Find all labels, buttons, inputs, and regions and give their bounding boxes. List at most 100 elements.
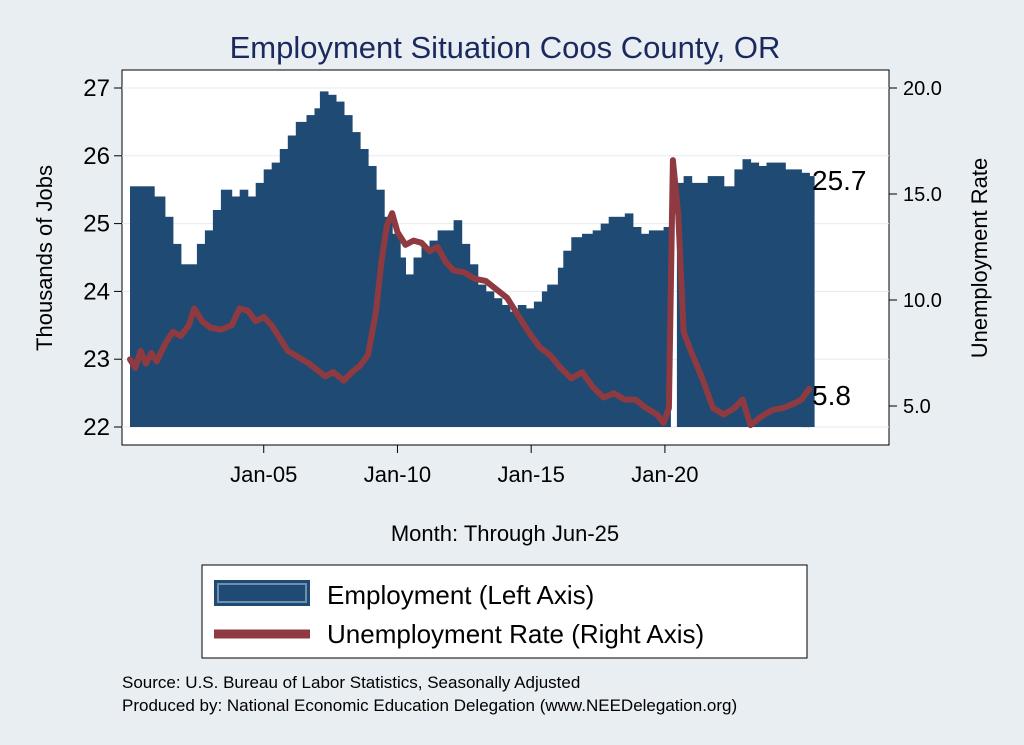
employment-bar	[640, 233, 650, 427]
employment-bar	[616, 216, 626, 427]
chart-title: Employment Situation Coos County, OR	[230, 30, 781, 65]
employment-bar	[509, 311, 519, 427]
y-left-tick-label: 22	[83, 414, 110, 441]
employment-bar	[801, 172, 810, 428]
employment-bar	[533, 301, 543, 427]
employment-bar	[335, 101, 345, 427]
employment-bar	[453, 220, 463, 427]
employment-bar	[608, 216, 618, 427]
employment-bar	[352, 132, 361, 427]
employment-bar	[461, 243, 471, 427]
employment-bar	[188, 264, 198, 427]
employment-bar	[592, 230, 602, 427]
employment-bar	[809, 176, 815, 427]
employment-bar	[656, 230, 665, 427]
employment-bar	[164, 216, 174, 427]
y-left-tick-label: 26	[83, 143, 110, 170]
employment-bar	[715, 176, 725, 427]
employment-bar	[563, 250, 572, 427]
employment-bar	[384, 216, 393, 427]
y-right-tick-label: 5.0	[903, 396, 931, 418]
employment-bar	[758, 166, 768, 427]
employment-bar	[263, 169, 273, 427]
employment-bar	[477, 284, 487, 427]
y-left-tick-label: 23	[83, 346, 110, 373]
employment-bar	[368, 166, 377, 427]
employment-bar	[220, 189, 233, 427]
x-tick-label: Jan-20	[631, 462, 698, 487]
employment-bar	[212, 210, 222, 427]
employment-bar	[413, 257, 423, 427]
unemployment-line-path	[127, 157, 813, 429]
employment-bar	[306, 115, 316, 427]
employment-bar	[525, 308, 535, 427]
x-tick-label: Jan-05	[230, 462, 297, 487]
employment-bar	[683, 176, 693, 427]
employment-bar	[319, 91, 329, 428]
employment-bar	[376, 189, 385, 427]
y-axis-left-label: Thousands of Jobs	[32, 165, 57, 351]
employment-bar	[699, 182, 709, 427]
employment-bar	[255, 182, 265, 427]
employment-bar	[493, 298, 503, 427]
employment-bar	[723, 186, 735, 427]
employment-bar	[421, 247, 431, 427]
y-left-tick-label: 24	[83, 278, 110, 305]
employment-bar	[405, 274, 415, 427]
y-axis-right-ticks: 5.0 10.0 15.0 20.0	[889, 78, 942, 418]
employment-bar	[777, 162, 786, 427]
producer-note: Produced by: National Economic Education…	[122, 696, 737, 715]
y-axis-left-ticks: 22 23 24 25 26 27	[83, 75, 122, 441]
employment-bar	[691, 182, 701, 427]
employment-bar	[279, 149, 289, 427]
employment-bar	[392, 233, 401, 427]
unemployment-end-label: 5.8	[812, 380, 851, 411]
employment-bar	[766, 162, 778, 427]
employment-bar	[287, 135, 297, 427]
x-axis-ticks: Jan-05 Jan-10 Jan-15 Jan-20	[230, 445, 699, 487]
legend-swatch-employment-inner	[217, 583, 307, 603]
employment-bar	[632, 227, 642, 427]
y-right-tick-label: 15.0	[903, 184, 942, 206]
x-axis-label: Month: Through Jun-25	[391, 521, 619, 546]
employment-bar	[742, 159, 752, 427]
employment-bar	[196, 243, 206, 427]
employment-bar	[180, 264, 190, 427]
employment-bar	[360, 149, 369, 427]
employment-bar	[437, 230, 449, 427]
employment-bar	[485, 291, 495, 427]
employment-bar	[648, 230, 658, 427]
employment-bar	[469, 264, 479, 427]
unemployment-line	[127, 157, 813, 429]
employment-bar	[517, 305, 527, 427]
employment-bar	[130, 186, 155, 427]
y-left-tick-label: 25	[83, 211, 110, 238]
employment-bar	[271, 162, 281, 427]
employment-bar	[750, 162, 760, 427]
y-right-tick-label: 20.0	[903, 78, 942, 100]
employment-bar	[785, 169, 794, 427]
y-axis-right-label: Unemployment Rate	[967, 158, 992, 359]
employment-bar	[314, 108, 321, 428]
employment-bar	[501, 305, 511, 427]
employment-bar	[541, 291, 548, 427]
x-tick-label: Jan-10	[364, 462, 431, 487]
employment-bar	[448, 230, 455, 427]
employment-bar	[793, 169, 802, 427]
employment-bar	[327, 94, 337, 428]
employment-bar	[600, 223, 610, 427]
source-note: Source: U.S. Bureau of Labor Statistics,…	[122, 673, 580, 692]
employment-bar	[400, 257, 406, 427]
employment-bar	[557, 267, 564, 427]
employment-bar	[295, 121, 308, 428]
employment-bar	[429, 240, 439, 427]
employment-end-label: 25.7	[812, 165, 867, 196]
legend: Employment (Left Axis) Unemployment Rate…	[201, 564, 808, 659]
employment-bar	[571, 237, 583, 427]
legend-label-unemployment: Unemployment Rate (Right Axis)	[327, 619, 704, 649]
x-tick-label: Jan-15	[498, 462, 565, 487]
employment-bar	[344, 115, 353, 427]
employment-bar	[154, 196, 166, 427]
employment-bar	[582, 233, 594, 427]
